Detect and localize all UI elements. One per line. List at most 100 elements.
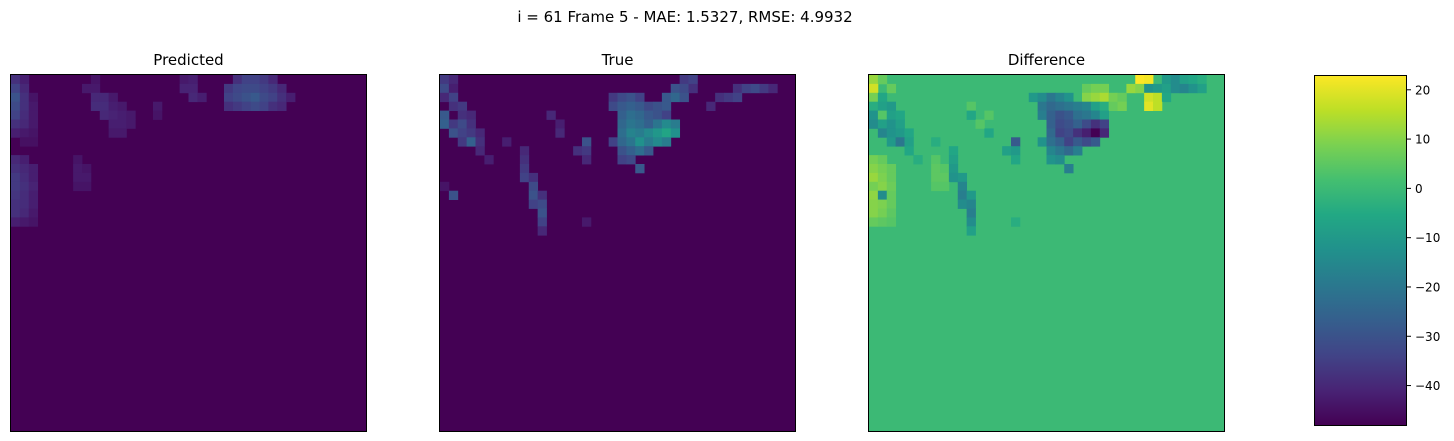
heatmap-cell [251, 84, 260, 93]
heatmap-cell [73, 155, 82, 164]
heatmap-cell [20, 111, 29, 120]
heatmap-cell [29, 217, 38, 226]
heatmap-cell [976, 120, 985, 129]
heatmap-cell [458, 137, 467, 146]
heatmap-cell [73, 164, 82, 173]
heatmap-cell [1047, 93, 1056, 102]
heatmap-cell [949, 155, 958, 164]
heatmap-cell [715, 93, 724, 102]
heatmap-cell [1109, 93, 1118, 102]
heatmap-cell [440, 182, 449, 191]
heatmap-cell [502, 137, 511, 146]
heatmap-cell [1180, 84, 1189, 93]
heatmap-cell [20, 164, 29, 173]
heatmap-cell [896, 128, 905, 137]
colorbar-tick-label: 0 [1415, 182, 1423, 196]
heatmap-cell [1144, 102, 1153, 111]
heatmap-cell [618, 93, 627, 102]
heatmap-cell [440, 84, 449, 93]
heatmap-cell [29, 173, 38, 182]
heatmap-cell [635, 164, 644, 173]
heatmap-cell [1197, 84, 1206, 93]
heatmap-cell [118, 128, 127, 137]
heatmap-cell [869, 111, 878, 120]
heatmap-cell [29, 93, 38, 102]
heatmap-cell [529, 173, 538, 182]
heatmap-cell [1082, 137, 1091, 146]
heatmap-cell [887, 173, 896, 182]
heatmap-cell [153, 111, 162, 120]
heatmap-cell [268, 75, 277, 84]
heatmap-cell [653, 128, 662, 137]
heatmap-cell [1100, 93, 1109, 102]
heatmap-cell [1047, 155, 1056, 164]
heatmap-cell [29, 191, 38, 200]
heatmap-cell [1135, 84, 1144, 93]
heatmap-cell [958, 182, 967, 191]
heatmap-cell [878, 111, 887, 120]
panel-true: True [440, 51, 796, 432]
heatmap-cell [878, 155, 887, 164]
heatmap-cell [1047, 120, 1056, 129]
heatmap-cell [20, 102, 29, 111]
heatmap-cell [242, 75, 251, 84]
heatmap-cell [520, 155, 529, 164]
heatmap-cell [1100, 120, 1109, 129]
heatmap-cell [949, 164, 958, 173]
heatmap-cell [91, 84, 100, 93]
heatmap-cell [635, 102, 644, 111]
heatmap-cell [224, 93, 233, 102]
heatmap-cell [109, 120, 118, 129]
heatmap-cell [626, 120, 635, 129]
heatmap-cell [626, 146, 635, 155]
heatmap-cell [582, 137, 591, 146]
heatmap-cell [449, 120, 458, 129]
heatmap-cell [644, 102, 653, 111]
heatmap-cell [940, 173, 949, 182]
heatmap-cell [11, 209, 20, 218]
heatmap-cell [251, 102, 260, 111]
heatmap-cell [20, 182, 29, 191]
heatmap-cell [1011, 155, 1020, 164]
heatmap-cell [662, 120, 671, 129]
heatmap-cell [626, 111, 635, 120]
heatmap-cell [126, 120, 135, 129]
heatmap-cell [609, 102, 618, 111]
heatmap-cell [689, 84, 698, 93]
heatmap-cell [689, 75, 698, 84]
heatmap-cell [100, 102, 109, 111]
heatmap-cell [984, 128, 993, 137]
heatmap-cell [1082, 128, 1091, 137]
heatmap-cell [449, 128, 458, 137]
heatmap-cell [189, 75, 198, 84]
heatmap-cell [1064, 102, 1073, 111]
heatmap-cell [1189, 84, 1198, 93]
heatmap-cell [618, 146, 627, 155]
heatmap-cell [1126, 84, 1135, 93]
heatmap-cell [82, 84, 91, 93]
heatmap-cell [11, 217, 20, 226]
heatmap-cell [967, 209, 976, 218]
heatmap-cell [609, 93, 618, 102]
heatmap-cell [931, 182, 940, 191]
heatmap-cell [11, 182, 20, 191]
heatmap-cell [1100, 84, 1109, 93]
heatmap-cell [1055, 128, 1064, 137]
heatmap-cell [268, 102, 277, 111]
heatmap-cell [1055, 102, 1064, 111]
heatmap-cell [260, 84, 269, 93]
heatmap-cell [109, 102, 118, 111]
heatmap-cell [233, 84, 242, 93]
heatmap-cell [582, 217, 591, 226]
heatmap-cell [887, 128, 896, 137]
heatmap-cell [1091, 120, 1100, 129]
heatmap-cell [609, 137, 618, 146]
heatmap-cell [958, 173, 967, 182]
heatmap-cell [440, 111, 449, 120]
heatmap-cell [260, 75, 269, 84]
heatmap-cell [878, 93, 887, 102]
heatmap-cell [1091, 128, 1100, 137]
heatmap-cell [1038, 93, 1047, 102]
heatmap-cell [1064, 93, 1073, 102]
heatmap-cell [1064, 137, 1073, 146]
